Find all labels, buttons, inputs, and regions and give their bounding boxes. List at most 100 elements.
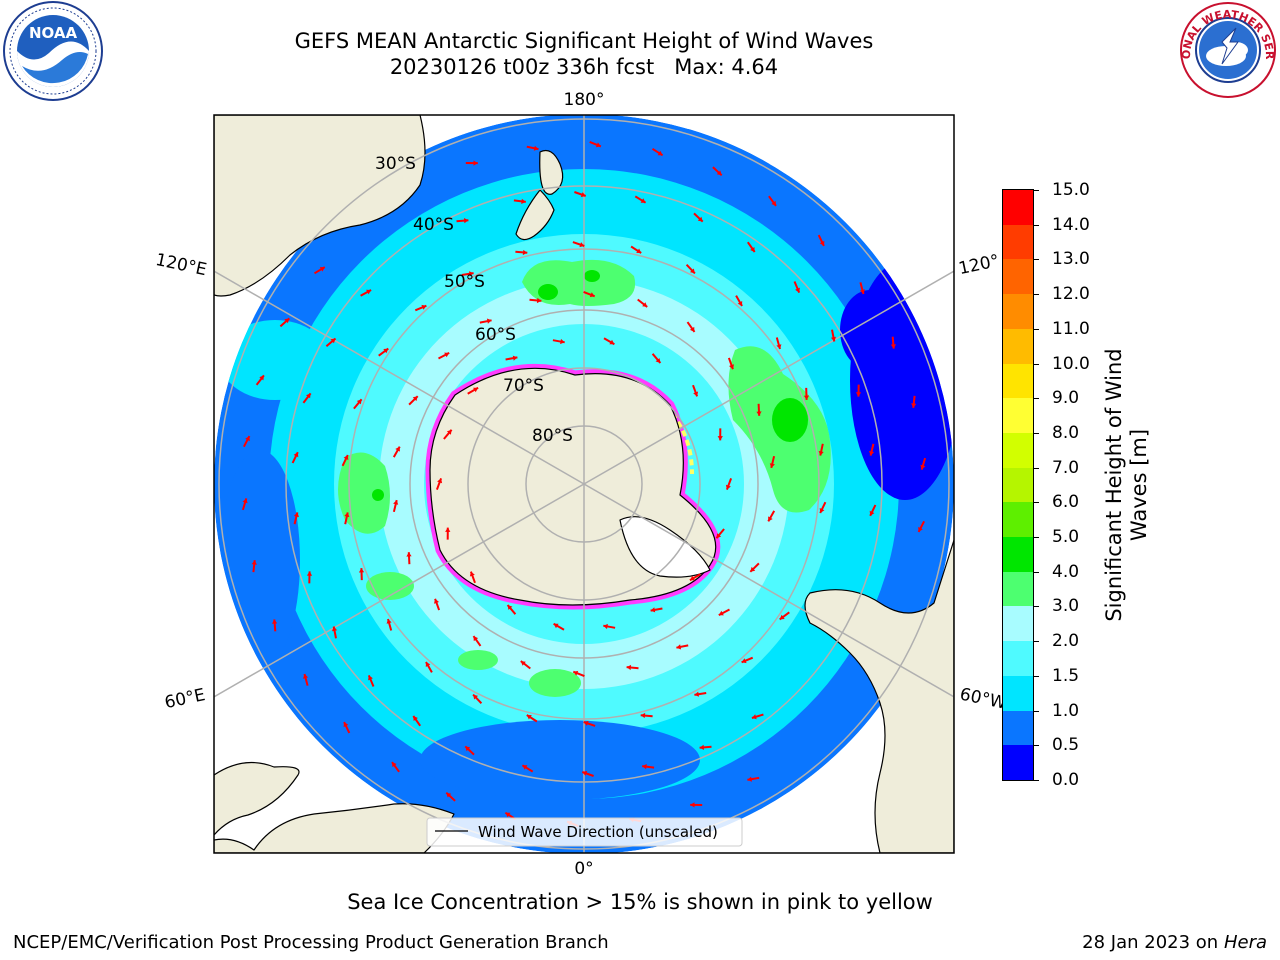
wave-direction-arrowhead [582, 770, 588, 776]
wave-direction-arrowhead [693, 391, 699, 397]
lat-label-50s: 50°S [444, 272, 485, 292]
colorbar-tick-label: 1.0 [1052, 700, 1080, 721]
wave-direction-arrowhead [579, 242, 585, 248]
colorbar-segment [1003, 398, 1033, 433]
colorbar-tick [1033, 363, 1039, 365]
colorbar-segment [1003, 467, 1033, 503]
wave-direction-arrowhead [358, 568, 365, 573]
map-legend: Wind Wave Direction (unscaled) [426, 817, 743, 847]
colorbar-tick-label: 2.0 [1052, 631, 1080, 652]
wave-direction-arrowhead [366, 289, 372, 295]
title-line-2: 20230126 t00z 336h fcst Max: 4.64 [389, 55, 779, 79]
wave-direction-arrowhead [464, 218, 469, 224]
wave-direction-arrowhead [521, 198, 526, 204]
footer-credit: NCEP/EMC/Verification Post Processing Pr… [13, 932, 609, 953]
wave-direction-arrowhead [795, 287, 800, 293]
wave-direction-arrowhead [595, 142, 601, 148]
wave-direction-arrowhead [583, 720, 589, 726]
wave-direction-arrowhead [859, 289, 865, 294]
wave-direction-arrowhead [245, 436, 250, 442]
wave-direction-arrowhead [259, 375, 264, 381]
colorbar-segment [1003, 432, 1033, 468]
wave-direction-arrowhead [768, 516, 773, 522]
wave-direction-arrowhead [890, 344, 896, 349]
wave-direction-arrowhead [393, 500, 399, 505]
colorbar-segment [1003, 745, 1033, 780]
wave-direction-arrowhead [386, 619, 392, 624]
wave-direction-arrowhead [526, 715, 532, 720]
lon-label-120w: 120° [957, 251, 1001, 279]
lat-label-30s: 30°S [375, 154, 416, 174]
wave-direction-arrowhead [741, 658, 747, 664]
colorbar-tick-label: 15.0 [1052, 180, 1090, 200]
colorbar-segment [1003, 606, 1033, 642]
colorbar-tick [1033, 224, 1039, 226]
wave-direction-arrowhead [395, 446, 400, 452]
wave-direction-arrowhead [769, 463, 775, 468]
wave-direction-arrowhead [473, 636, 479, 642]
wave-direction-arrowhead [368, 675, 373, 681]
colorbar-segment [1003, 224, 1033, 260]
wave-direction-arrowhead [406, 552, 412, 557]
wave-direction-arrowhead [445, 527, 451, 532]
wave-direction-arrowhead [751, 714, 757, 720]
wave-direction-arrowhead [716, 170, 722, 176]
wave-direction-arrowhead [697, 216, 703, 222]
lon-label-180: 180° [564, 90, 605, 110]
wave-direction-arrowhead [383, 348, 389, 354]
wave-direction-arrowhead [626, 664, 632, 671]
wave-direction-arrowhead [507, 605, 513, 610]
colorbar-segment [1003, 571, 1033, 607]
wave-direction-arrowhead [750, 247, 755, 252]
colorbar-segment [1003, 294, 1033, 329]
wave-direction-arrowhead [446, 429, 452, 435]
wave-direction-arrowhead [729, 364, 734, 370]
colorbar-title: Significant Height of Wind Waves [m] [1102, 348, 1151, 622]
wave-direction-arrowhead [536, 297, 542, 304]
wave-direction-arrowhead [830, 336, 836, 342]
wave-direction-arrowhead [819, 240, 825, 246]
graticule [214, 115, 954, 853]
wave-direction-arrowhead [676, 644, 682, 650]
chart-title: GEFS MEAN Antarctic Significant Height o… [214, 28, 954, 80]
lon-label-60e: 60°E [163, 685, 207, 713]
lon-label-60w: 60°W [958, 684, 1008, 713]
wave-direction-arrowhead [356, 399, 362, 405]
wave-direction-arrowhead [306, 393, 311, 399]
legend-label: Wind Wave Direction (unscaled) [478, 823, 718, 841]
colorbar-tick [1033, 710, 1039, 712]
wave-direction-arrowhead [642, 764, 647, 770]
wave-direction-arrowhead [717, 436, 723, 441]
colorbar-tick [1033, 571, 1039, 573]
wave-direction-arrowhead [818, 450, 824, 456]
colorbar-tick-label: 10.0 [1052, 353, 1090, 374]
title-line-1: GEFS MEAN Antarctic Significant Height o… [294, 29, 874, 53]
wave-direction-arrowhead [718, 610, 724, 616]
wave-direction-arrowhead [469, 571, 475, 577]
wave-direction-arrowhead [522, 249, 528, 256]
wave-direction-arrowhead [512, 355, 518, 361]
colorbar-tick [1033, 328, 1039, 330]
wave-direction-arrowhead [589, 292, 595, 298]
wave-direction-arrowhead [343, 722, 349, 728]
wave-direction-arrowhead [690, 268, 695, 274]
australia [214, 115, 426, 297]
wave-direction-arrowhead [434, 598, 439, 604]
wave-direction-arrowhead [343, 455, 349, 460]
wave-direction-arrowhead [465, 746, 471, 752]
colorbar-tick [1033, 675, 1039, 677]
wave-direction-arrowhead [242, 498, 248, 504]
wave-direction-arrowhead [855, 392, 862, 397]
wave-direction-arrowhead [469, 271, 474, 277]
wave-direction-arrowhead [737, 301, 743, 306]
wave-direction-arrowhead [603, 623, 608, 630]
wave-direction-arrowhead [640, 198, 646, 203]
wave-direction-arrowhead [920, 464, 926, 470]
lon-label-120e: 120°E [154, 250, 209, 280]
colorbar-segment [1003, 675, 1033, 711]
wave-direction-arrowhead [650, 607, 656, 613]
new-zealand-north [539, 149, 564, 195]
colorbar-tick-label: 1.5 [1052, 665, 1080, 686]
wave-direction-arrowhead [392, 762, 397, 768]
wave-direction-arrowhead [251, 560, 257, 565]
